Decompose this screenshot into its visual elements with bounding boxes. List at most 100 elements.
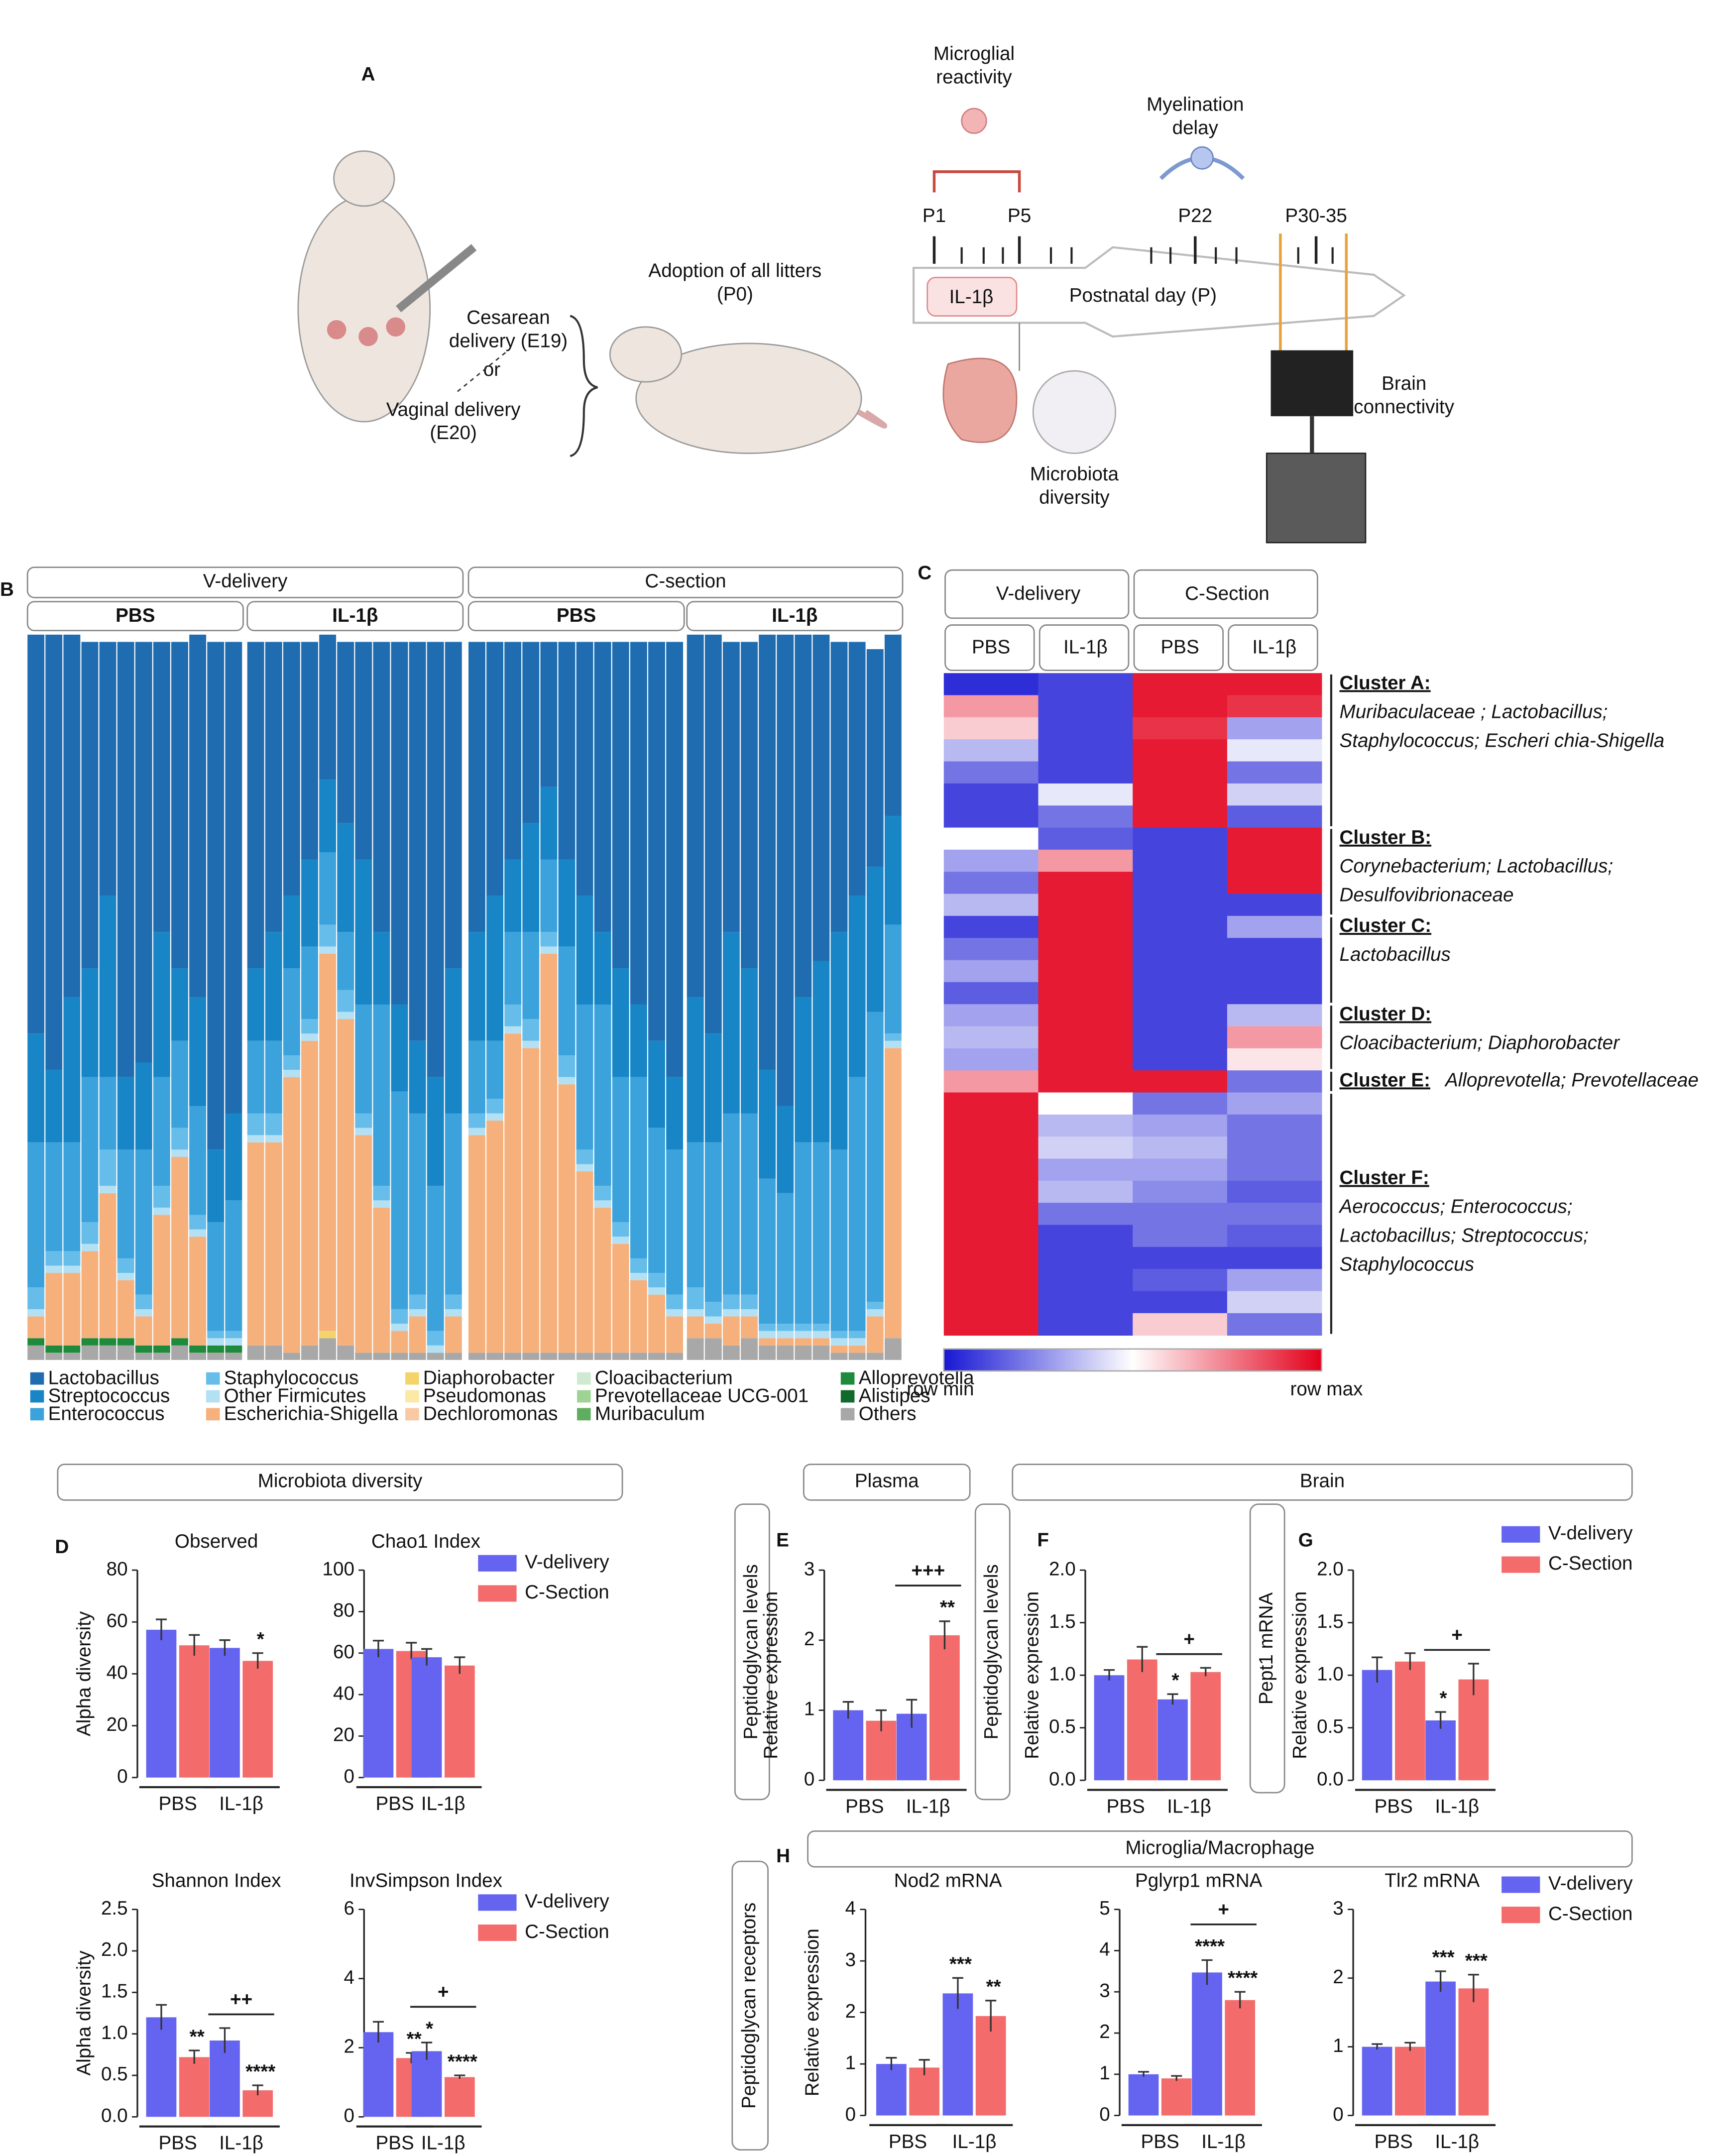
heat-cell [1227,1291,1322,1314]
bar-segment [189,1106,207,1215]
heat-cell [1227,761,1322,784]
side-label: Peptidoglycan levels [740,1564,762,1739]
heat-cell [943,1203,1039,1226]
day-label: P1 [923,205,946,227]
y-tick-label: 2 [845,2001,856,2022]
bar-segment [648,1040,665,1128]
bar-segment [504,1026,522,1034]
bar-segment [576,1164,593,1172]
heat-cell [943,960,1039,983]
y-axis-label: Alpha diversity [73,1611,95,1736]
bar-segment [848,896,866,1077]
panel-letter: B [0,579,14,600]
bar [179,2057,210,2117]
y-tick-label: 0 [1333,2104,1343,2125]
bar-segment [301,1040,318,1346]
heat-cell [943,1291,1039,1314]
bar-segment [225,1338,242,1346]
bar-segment [427,1331,444,1346]
bar-segment [247,642,264,969]
header-box [686,601,904,631]
group-label: V-delivery [203,570,288,592]
heat-cell [1038,1180,1134,1204]
heat-cell [943,894,1039,916]
bar-segment [45,634,63,1070]
x-tick-label: PBS [1106,1796,1145,1817]
bar [363,1649,394,1778]
heat-cell [1227,1026,1322,1049]
bar-segment [558,1077,576,1085]
cluster-taxa: Aerococcus; Enterococcus; [1339,1196,1573,1218]
bar-segment [812,1338,830,1346]
legend-swatch [206,1372,220,1385]
column-label: IL-1β [1252,637,1296,658]
legend-swatch [405,1408,419,1421]
significance: ** [407,2029,422,2050]
bar-segment [45,1353,63,1360]
cluster-label: Cluster B: [1340,827,1432,848]
bar-segment [704,1324,722,1339]
bar-segment [427,642,444,1077]
bar-segment [522,1040,540,1048]
y-tick-label: 0 [845,2104,856,2125]
bar-segment [522,1019,540,1041]
side-label: Pept1 mRNA [1256,1592,1277,1704]
y-tick-label: 1.0 [1317,1663,1344,1685]
scanner [1266,453,1367,544]
y-tick-label: 2 [1333,1966,1343,1988]
bar-segment [99,642,116,896]
legend-swatch [1501,1907,1540,1924]
bar-segment [687,1316,704,1339]
column-label: PBS [972,637,1010,658]
bar-segment [666,1309,684,1317]
annotation: diversity [1039,487,1110,508]
bar-segment [576,1004,593,1150]
bar-segment [594,1207,611,1353]
bar-segment [741,1113,758,1295]
heat-cell [1133,761,1228,784]
bar-segment [27,1142,45,1288]
chart-title: Pglyrp1 mRNA [1135,1870,1263,1892]
bar-segment [486,642,504,896]
section-header: Microglia/Macrophage [1125,1837,1314,1858]
heat-cell [1133,1136,1228,1159]
bar-segment [225,1331,242,1339]
legend-swatch [577,1372,591,1385]
legend-label: Muribaculum [595,1403,705,1424]
bar-segment [99,1186,116,1193]
bar-segment [812,1324,830,1331]
heat-cell [943,1114,1039,1137]
header-box [1133,569,1318,619]
bar-segment [741,642,758,969]
y-tick-label: 1.5 [1049,1611,1076,1632]
annotation: connectivity [1354,396,1454,418]
bar-segment [171,642,188,969]
bar-segment [225,1353,242,1360]
bar-segment [99,896,116,1077]
microbes [1032,370,1117,454]
heat-cell [1227,1269,1322,1292]
y-tick-label: 1 [804,1699,814,1720]
annotation: Microbiota [1030,463,1119,485]
bar-segment [153,1215,170,1346]
group-label: V-delivery [996,583,1081,604]
legend-swatch [577,1390,591,1403]
y-axis-label: Relative expression [1021,1591,1042,1759]
bar-segment [741,1294,758,1309]
bar-segment [27,1345,45,1360]
bar [411,2051,442,2117]
bar-segment [777,1345,794,1360]
bar-segment [830,932,848,1150]
bar-segment [81,642,99,969]
bar-segment [283,968,300,1055]
bar-segment [795,1142,812,1324]
y-tick-label: 0.5 [1317,1716,1344,1737]
bar-segment [283,896,300,969]
bar-segment [445,1316,462,1353]
day-label: P30-35 [1285,205,1347,227]
heat-cell [1038,1203,1134,1226]
treatment-label: IL-1β [949,286,994,308]
heat-cell [1227,739,1322,762]
x-tick-label: IL-1β [219,2133,263,2154]
bar [909,2067,939,2116]
